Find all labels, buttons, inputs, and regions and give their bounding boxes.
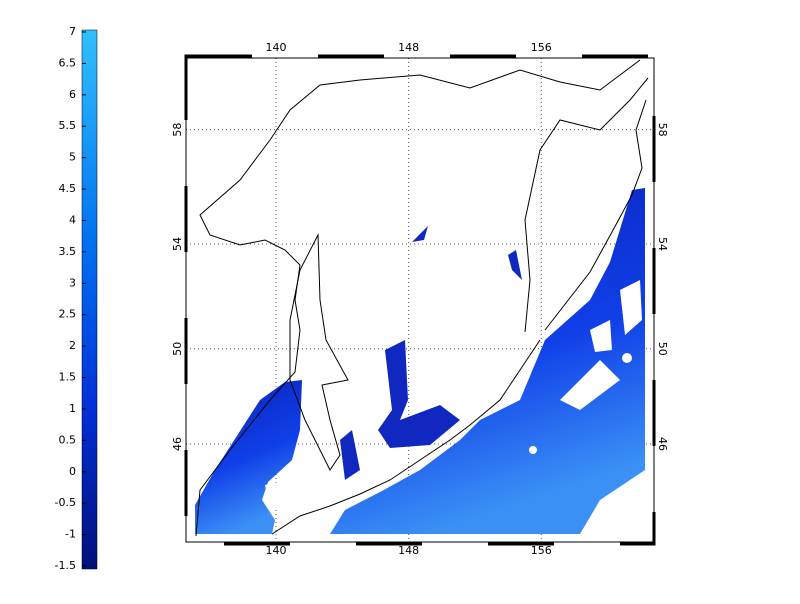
colorbar-tick-label: 7: [69, 25, 76, 38]
y-tick-label: 50: [171, 342, 184, 356]
colorbar-tick-label: 3.5: [59, 245, 77, 258]
colorbar-tick-label: 1.5: [59, 371, 77, 384]
no-data: [265, 280, 645, 534]
colorbar: [81, 29, 98, 570]
colorbar-tick-label: 6: [69, 88, 76, 101]
y-tick-label: 58: [656, 123, 669, 137]
y-tick-label: 58: [171, 123, 184, 137]
colorbar-tick-label: 2: [69, 339, 76, 352]
x-tick-label: 148: [398, 41, 419, 54]
colorbar-tick-label: 3: [69, 276, 76, 289]
coastline: [195, 59, 649, 537]
y-tick-label: 54: [171, 237, 184, 251]
no-data: [622, 353, 632, 363]
sea-field: [378, 340, 460, 448]
colorbar-tick-label: 5.5: [59, 119, 77, 132]
sea-field: [195, 380, 302, 534]
colorbar-tick-label: 0: [69, 465, 76, 478]
y-tick-label: 50: [656, 342, 669, 356]
colorbar-tick-label: 4: [69, 213, 76, 226]
colorbar-tick-label: -0.5: [55, 496, 76, 509]
map-border: [184, 54, 656, 546]
colorbar-tick-label: -1.5: [55, 559, 76, 572]
no-data: [529, 446, 537, 454]
sea-field: [330, 188, 645, 534]
x-tick-label: 140: [266, 41, 287, 54]
colorbar-tick-label: 2.5: [59, 308, 77, 321]
colorbar-tick-label: 4.5: [59, 182, 77, 195]
x-tick-label: 156: [531, 41, 552, 54]
colorbar-tick-label: 1: [69, 402, 76, 415]
data-field: [195, 59, 649, 537]
colorbar-tick-label: 5: [69, 151, 76, 164]
x-tick-label: 156: [531, 544, 552, 557]
y-tick-label: 46: [656, 437, 669, 451]
x-tick-label: 148: [398, 544, 419, 557]
y-tick-label: 46: [171, 437, 184, 451]
colorbar-tick-label: 0.5: [59, 433, 77, 446]
colorbar-tick-label: -1: [65, 528, 76, 541]
colorbar-tick-label: 6.5: [59, 56, 77, 69]
x-tick-label: 140: [266, 544, 287, 557]
y-tick-label: 54: [656, 237, 669, 251]
